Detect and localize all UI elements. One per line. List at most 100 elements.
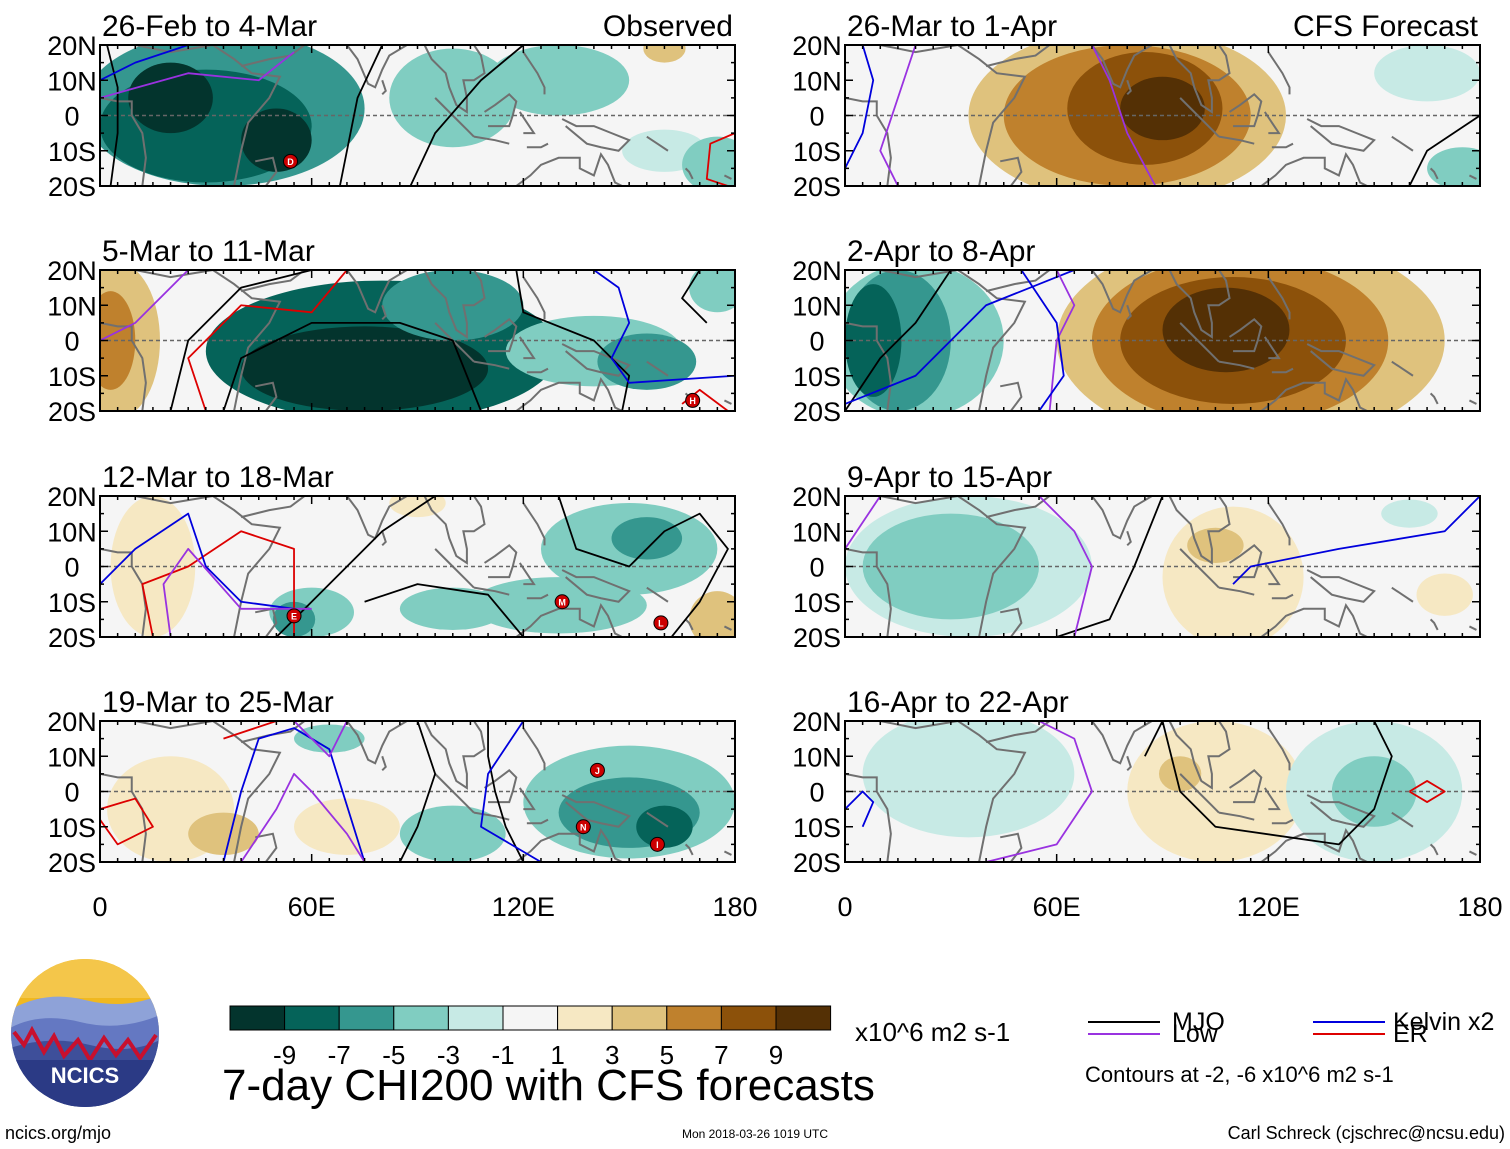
coastline: [723, 850, 732, 856]
anomaly-region: [1331, 756, 1417, 827]
colorbar-swatch: [557, 1005, 613, 1031]
map-panel-1-1: 20N 10N 0 10S 20S 2-Apr to 8-Apr: [792, 235, 1481, 427]
coastline: [381, 530, 387, 547]
map-panel-0-0: D 20N 10N 0 10S 20S 26-Feb to 4-Mar Observed: [47, 10, 736, 202]
coastline: [526, 142, 549, 149]
coastline: [381, 304, 387, 321]
coastline: [346, 45, 408, 89]
coastline: [1243, 377, 1368, 411]
wave-contour: [1048, 270, 1076, 411]
coastline: [646, 360, 669, 377]
wave-contour: [187, 270, 348, 411]
map-panel-1-2: 20N 10N 0 10S 20S 9-Apr to 15-Apr: [792, 461, 1481, 653]
panel-title: 16-Apr to 22-Apr: [847, 686, 1069, 719]
colorbar-swatch: [447, 1005, 504, 1031]
map-panels: D 20N 10N 0 10S 20S 26-Feb to 4-Mar Observed H 20…: [47, 10, 1481, 878]
anomaly-region: [188, 812, 259, 855]
coastline: [1179, 322, 1220, 363]
coastline: [1263, 111, 1281, 135]
panel-title: 26-Feb to 4-Mar: [102, 10, 317, 43]
coastline: [526, 367, 549, 374]
coastline: [381, 755, 387, 772]
colorbar-label: 1: [550, 1040, 564, 1070]
y-tick-label: 20N: [47, 31, 97, 61]
wave-contour: [681, 270, 708, 324]
map-panel-0-3: J N I 20N 10N 0 10S 20S 19-Mar to 25-Mar: [47, 686, 736, 878]
panel-title: 19-Mar to 25-Mar: [102, 686, 334, 719]
coastline: [346, 270, 408, 314]
colorbar-swatch: [338, 1005, 395, 1031]
coastline: [483, 769, 518, 804]
coastline: [240, 270, 306, 293]
coastline: [1179, 548, 1220, 589]
coastline: [100, 45, 282, 186]
coastline: [1267, 51, 1291, 95]
wave-contour: [222, 321, 482, 411]
wave-contour: [293, 721, 348, 758]
y-tick-label: 10S: [793, 137, 841, 167]
y-tick-label: 10S: [48, 137, 96, 167]
coastline: [1228, 318, 1263, 353]
coastline: [1000, 607, 1023, 637]
anomaly-region: [128, 62, 213, 134]
coastline: [473, 811, 510, 821]
coastline: [473, 135, 510, 145]
wave-contour: [845, 790, 875, 828]
anomaly-region: [689, 270, 735, 313]
coastline: [1263, 562, 1281, 586]
storm-marker-n: [575, 819, 591, 835]
wave-contour: [222, 727, 366, 862]
panel-field: [845, 721, 1480, 862]
colorbar-label: -9: [273, 1040, 296, 1070]
panel-title: 2-Apr to 8-Apr: [847, 235, 1035, 268]
panel-field: [100, 721, 735, 862]
anomaly-region: [241, 326, 489, 411]
coastline: [240, 45, 306, 68]
y-tick-label: 20S: [48, 623, 96, 653]
coastline: [483, 318, 518, 353]
coastline: [646, 135, 669, 152]
coastline: [845, 270, 1027, 411]
y-tick-label: 20S: [48, 848, 96, 878]
wave-contour: [1232, 496, 1480, 585]
coastline: [1263, 787, 1281, 811]
coastline: [434, 97, 475, 138]
wave-contour: [845, 270, 952, 411]
wave-contour: [409, 45, 524, 186]
coastline: [985, 721, 1051, 744]
y-tick-label: 20N: [792, 707, 842, 737]
y-tick-label: 20S: [793, 848, 841, 878]
coastline: [473, 586, 510, 596]
coastline: [1267, 276, 1291, 320]
wave-contour: [100, 797, 154, 846]
y-tick-label: 10S: [48, 813, 96, 843]
coastline: [100, 721, 282, 862]
storm-marker-m: [554, 594, 570, 610]
y-tick-label: 10S: [48, 588, 96, 618]
anomaly-region: [636, 805, 693, 848]
coastline: [1306, 794, 1376, 828]
coastline: [1468, 625, 1477, 631]
wave-contour: [399, 721, 437, 862]
x-tick-label: 180: [712, 892, 757, 922]
panel-field: [845, 270, 1480, 411]
coastline: [561, 118, 631, 152]
x-tick-label: 0: [837, 892, 852, 922]
coastline: [684, 167, 694, 180]
y-tick-label: 0: [64, 327, 79, 357]
column-header: CFS Forecast: [1293, 10, 1479, 43]
anomaly-region: [399, 587, 506, 630]
colorbar-label: 3: [605, 1040, 619, 1070]
coastline: [723, 625, 732, 631]
storm-label: J: [595, 766, 600, 776]
panel-field: [100, 496, 735, 637]
coastline: [646, 811, 669, 828]
wave-contour: [364, 583, 525, 637]
y-tick-label: 20N: [792, 31, 842, 61]
legend-label: Kelvin x2: [1393, 1008, 1494, 1036]
storm-marker-d: [283, 153, 298, 169]
coastline: [1391, 360, 1414, 377]
x-tick-label: 60E: [1033, 892, 1081, 922]
coastline: [1468, 174, 1477, 180]
